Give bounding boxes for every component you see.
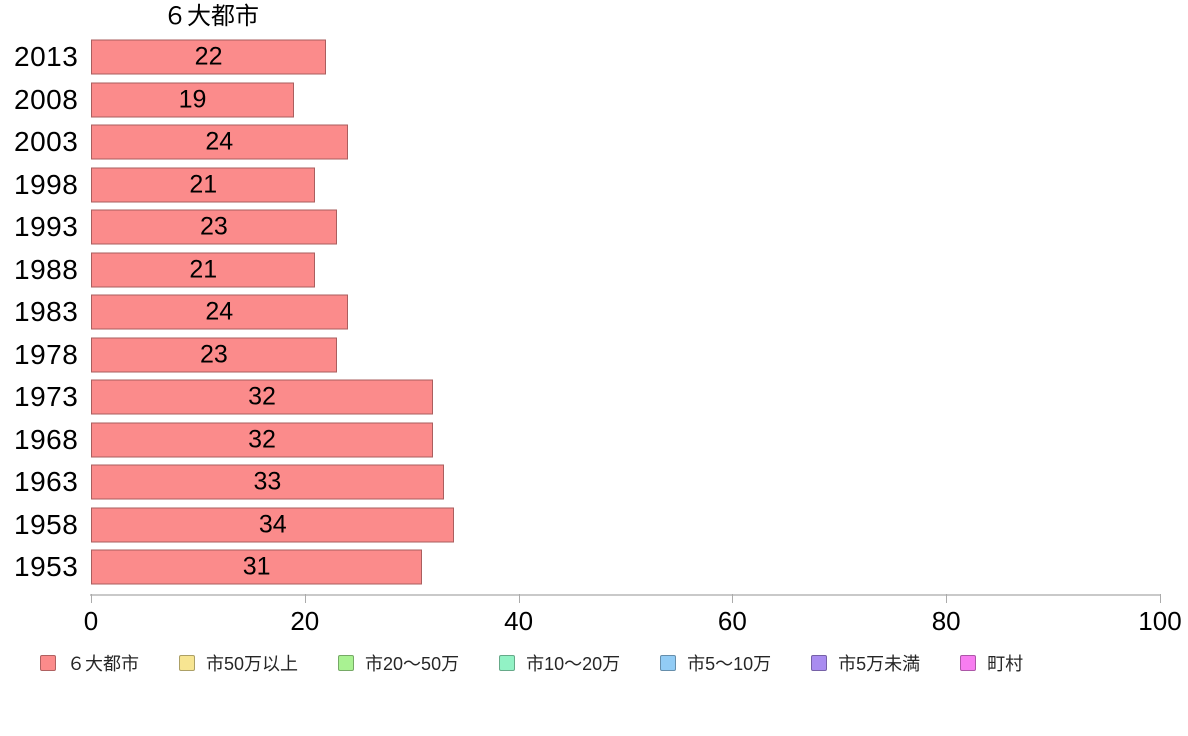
- legend-swatch-icon: [338, 655, 355, 671]
- plot-area: 2013 22 2008 19 2003 24 1998 21 1993 23 1988 21 1983…: [0, 36, 1160, 589]
- x-axis-tick-label: 20: [290, 606, 320, 636]
- bar: 23: [91, 337, 337, 373]
- x-axis-tick: [91, 594, 92, 603]
- year-label: 2008: [14, 83, 79, 115]
- bar: 19: [91, 82, 295, 118]
- year-label: 2013: [14, 41, 79, 73]
- bar: 22: [91, 39, 327, 75]
- x-axis-tick: [304, 594, 306, 603]
- bar: 23: [91, 209, 337, 245]
- year-label: 1983: [14, 296, 79, 328]
- bar-value-label: 24: [205, 127, 234, 156]
- bar-row: 1968 32: [0, 419, 1160, 462]
- year-label: 1998: [14, 168, 79, 200]
- bar-row: 1958 34: [0, 504, 1160, 547]
- legend-item: 市20〜50万: [338, 650, 459, 676]
- legend-swatch-icon: [660, 655, 677, 671]
- bar-row: 1983 24: [0, 291, 1160, 334]
- legend-item: 市10〜20万: [499, 650, 620, 676]
- bar: 33: [91, 464, 444, 500]
- x-axis-tick: [732, 594, 734, 603]
- year-label: 1973: [14, 381, 79, 413]
- bar-row: 2013 22: [0, 36, 1160, 79]
- bar-value-label: 23: [200, 212, 228, 241]
- legend-swatch-icon: [179, 655, 195, 671]
- legend-item: 市5万未満: [811, 650, 920, 676]
- bar: 21: [91, 252, 316, 288]
- bar-value-label: 23: [200, 340, 228, 369]
- bar-row: 1973 32: [0, 376, 1160, 419]
- bar-value-label: 33: [253, 467, 282, 496]
- bar: 31: [91, 549, 423, 585]
- bar: 32: [91, 379, 434, 415]
- legend-item: 市50万以上: [179, 650, 298, 676]
- bar: 24: [91, 124, 348, 160]
- legend: ６大都市 市50万以上 市20〜50万 市10〜20万 市5〜10万 市5万未満 町村: [40, 650, 1023, 676]
- bar-row: 1963 33: [0, 461, 1160, 504]
- legend-item: 市5〜10万: [660, 650, 771, 676]
- legend-swatch-icon: [960, 655, 977, 671]
- year-label: 1963: [14, 466, 79, 498]
- legend-label: 市20〜50万: [365, 654, 460, 674]
- legend-label: 市5〜10万: [687, 654, 772, 674]
- x-axis-tick-label: 0: [83, 606, 99, 636]
- bar-value-label: 22: [194, 42, 223, 71]
- x-axis-tick: [518, 594, 520, 603]
- year-label: 1993: [14, 211, 79, 243]
- chart-title: ６大都市: [163, 3, 259, 30]
- bar-value-label: 32: [248, 382, 276, 411]
- bar-value-label: 31: [242, 552, 271, 581]
- legend-item: ６大都市: [40, 650, 139, 676]
- bar-value-label: 21: [189, 170, 218, 199]
- bar-value-label: 32: [248, 425, 276, 454]
- bar-row: 2008 19: [0, 79, 1160, 122]
- bar-row: 2003 24: [0, 121, 1160, 164]
- legend-swatch-icon: [811, 655, 828, 671]
- year-label: 1953: [14, 551, 79, 583]
- legend-label: ６大都市: [67, 654, 139, 674]
- bar-value-label: 24: [205, 297, 234, 326]
- x-axis-tick-label: 60: [717, 606, 747, 636]
- legend-label: 市10〜20万: [526, 654, 621, 674]
- bar-value-label: 21: [189, 255, 218, 284]
- x-axis-tick-label: 40: [504, 606, 534, 636]
- x-axis: 0 20 40 60 80 100: [84, 594, 1182, 640]
- bar-row: 1953 31: [0, 546, 1160, 589]
- bar: 32: [91, 422, 434, 458]
- x-axis-tick: [946, 594, 948, 603]
- x-axis-tick: [1160, 594, 1161, 603]
- bar: 34: [91, 507, 455, 543]
- bar-row: 1978 23: [0, 334, 1160, 377]
- bar-value-label: 34: [258, 510, 287, 539]
- bar-value-label: 19: [178, 85, 207, 114]
- bar-row: 1988 21: [0, 249, 1160, 292]
- x-axis-tick-label: 100: [1138, 606, 1182, 636]
- bar-row: 1998 21: [0, 164, 1160, 207]
- legend-label: 市5万未満: [838, 654, 921, 674]
- bar: 21: [91, 167, 316, 203]
- legend-label: 市50万以上: [206, 654, 299, 674]
- year-label: 1988: [14, 253, 79, 285]
- x-axis-line: [90, 594, 1161, 596]
- bar: 24: [91, 294, 348, 330]
- x-axis-tick-label: 80: [931, 606, 961, 636]
- legend-swatch-icon: [40, 655, 56, 671]
- legend-swatch-icon: [499, 655, 516, 671]
- legend-label: 町村: [987, 654, 1024, 674]
- year-label: 1968: [14, 423, 79, 455]
- year-label: 1958: [14, 508, 79, 540]
- year-label: 1978: [14, 338, 79, 370]
- year-label: 2003: [14, 126, 79, 158]
- legend-item: 町村: [960, 650, 1023, 676]
- bar-row: 1993 23: [0, 206, 1160, 249]
